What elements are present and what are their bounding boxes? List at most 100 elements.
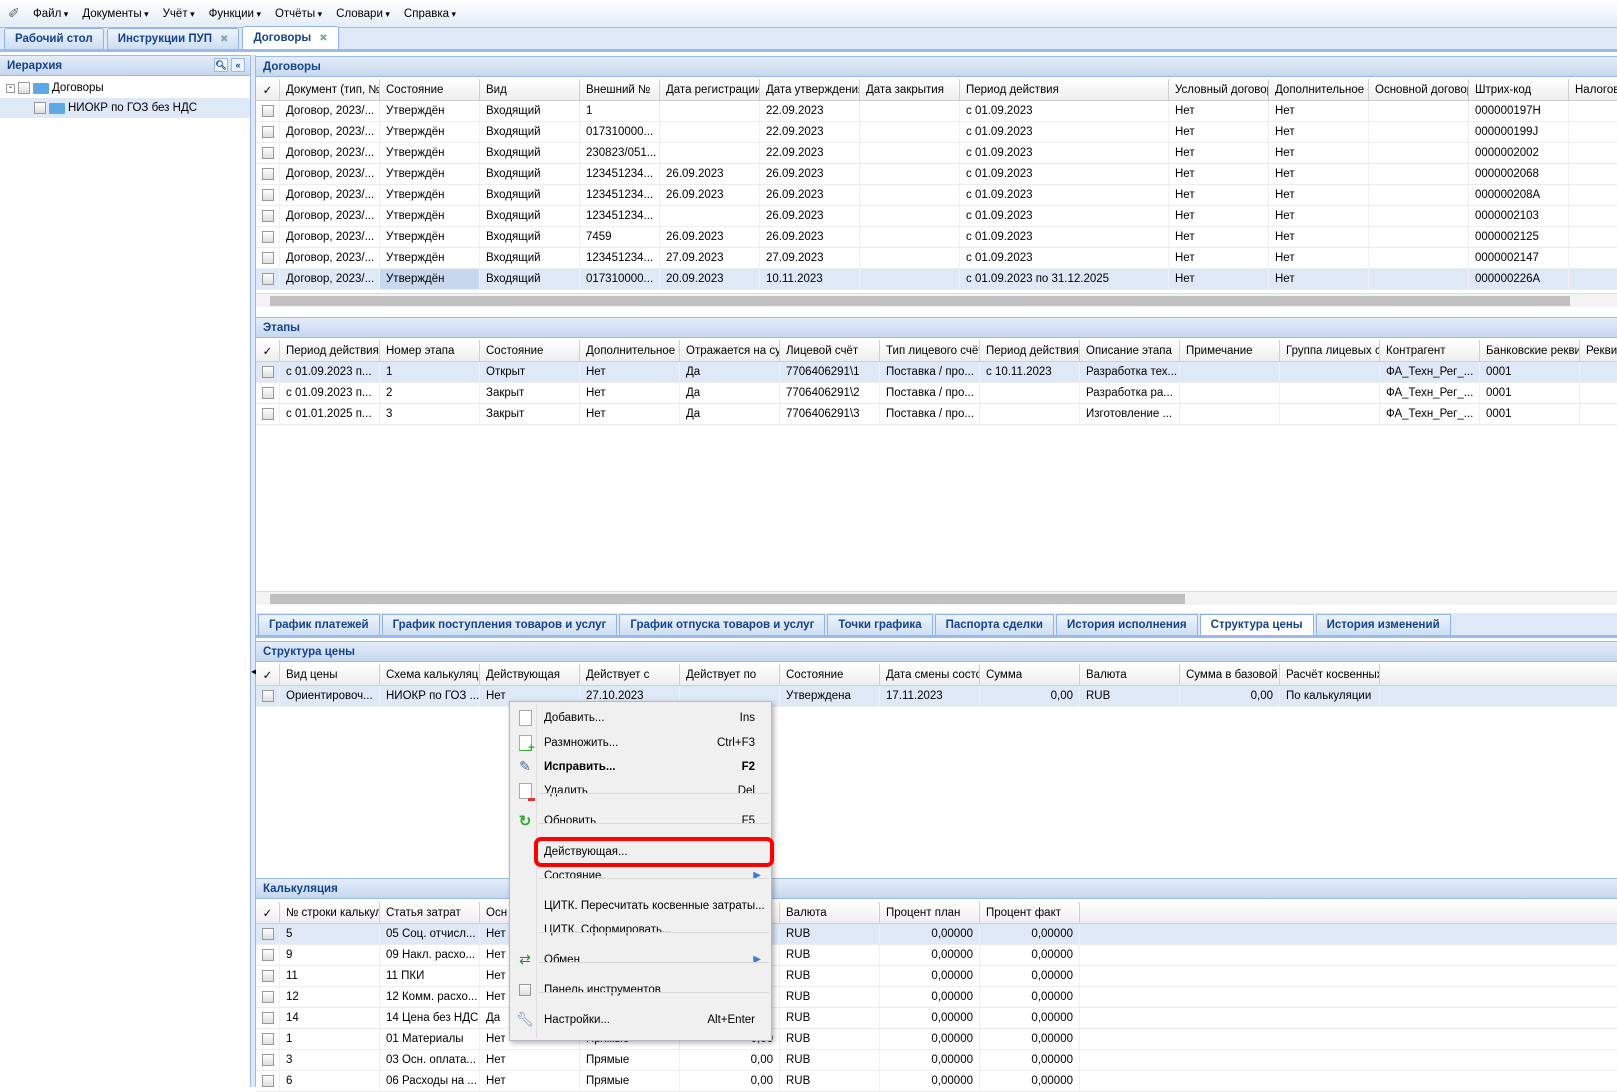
column-header[interactable]: Сумма в базовой в <box>1180 664 1280 685</box>
checkbox[interactable] <box>261 1075 274 1087</box>
close-icon[interactable]: ✖ <box>319 32 328 44</box>
table-row[interactable]: Договор, 2023/... Утверждён Входящий 123451… <box>256 185 1617 206</box>
row-checkbox-cell[interactable] <box>256 227 280 247</box>
column-header[interactable] <box>680 902 780 923</box>
checkbox[interactable] <box>261 1054 274 1066</box>
table-row[interactable]: 3 03 Осн. оплата... Нет Прямые 0,00 RUB 0,0000… <box>256 1050 1617 1071</box>
column-header[interactable]: Состояние <box>380 79 480 100</box>
column-header[interactable]: Документ (тип, № <box>280 79 380 100</box>
contracts-scrollbar[interactable] <box>256 293 1617 307</box>
detail-tab[interactable]: График отпуска товаров и услуг <box>619 614 826 635</box>
column-header[interactable]: Налогов <box>1569 79 1617 100</box>
column-header[interactable]: Дата регистрации. <box>660 79 760 100</box>
checkbox[interactable] <box>261 387 274 399</box>
menu-item[interactable]: ↻ Обновить F5 <box>512 808 769 833</box>
checkbox[interactable] <box>261 105 274 117</box>
stages-scrollbar[interactable] <box>256 591 1617 605</box>
row-checkbox-cell[interactable] <box>256 1050 280 1070</box>
column-header[interactable]: Действует с <box>580 664 680 685</box>
table-row[interactable]: 12 12 Комм. расхо... Нет RUB 0,00000 0,00000 <box>256 987 1617 1008</box>
checkbox[interactable] <box>261 928 274 940</box>
row-checkbox-cell[interactable] <box>256 1008 280 1028</box>
menu-item[interactable]: 🔧︎ Настройки... Alt+Enter <box>512 1007 769 1032</box>
row-checkbox-cell[interactable] <box>256 164 280 184</box>
column-header[interactable]: Состояние <box>480 340 580 361</box>
search-icon[interactable]: 🔍︎ <box>214 58 228 72</box>
column-header[interactable]: Дата утверждения <box>760 79 860 100</box>
column-header[interactable]: Описание этапа <box>1080 340 1180 361</box>
column-header[interactable]: Контрагент <box>1380 340 1480 361</box>
menu-reports[interactable]: Отчёты <box>268 8 329 20</box>
table-row[interactable]: Ориентировоч... НИОКР по ГОЗ ... Нет 27.10.… <box>256 686 1617 707</box>
column-header[interactable]: Отражается на сум <box>680 340 780 361</box>
checkbox[interactable] <box>261 210 274 222</box>
checkbox[interactable] <box>34 102 46 114</box>
tab-desktop[interactable]: Рабочий стол <box>4 28 104 49</box>
checkbox[interactable] <box>261 126 274 138</box>
table-row[interactable]: Договор, 2023/... Утверждён Входящий 1 22.09… <box>256 101 1617 122</box>
menu-item[interactable]: Панель инструментов <box>512 977 769 1002</box>
table-row[interactable]: 101 МатериалыНетПрямые0,00RUB0,000000,00… <box>256 1029 1617 1050</box>
tree-item-niokr[interactable]: НИОКР по ГОЗ без НДС <box>0 98 250 118</box>
column-header[interactable]: Дата смены состоя <box>880 664 980 685</box>
checkbox[interactable] <box>18 82 30 94</box>
select-all-checkbox[interactable]: ✓ <box>256 902 280 923</box>
row-checkbox-cell[interactable] <box>256 248 280 268</box>
row-checkbox-cell[interactable] <box>256 101 280 121</box>
row-checkbox-cell[interactable] <box>256 924 280 944</box>
menu-dictionaries[interactable]: Словари <box>329 8 397 20</box>
column-header[interactable]: Период действия... <box>280 340 380 361</box>
column-header[interactable]: Статья затрат <box>380 902 480 923</box>
checkbox[interactable] <box>261 147 274 159</box>
detail-tab[interactable]: График поступления товаров и услуг <box>381 614 618 635</box>
checkbox[interactable] <box>261 273 274 285</box>
table-row[interactable]: Договор, 2023/... Утверждён Входящий 123451… <box>256 248 1617 269</box>
row-checkbox-cell[interactable] <box>256 1029 280 1049</box>
checkbox[interactable] <box>261 408 274 420</box>
column-header[interactable]: Схема калькуляци <box>380 664 480 685</box>
checkbox[interactable] <box>261 991 274 1003</box>
tree-collapse-icon[interactable]: - <box>6 83 15 93</box>
column-header[interactable]: Группа лицевых сч <box>1280 340 1380 361</box>
row-checkbox-cell[interactable] <box>256 206 280 226</box>
table-row[interactable]: Договор, 2023/... Утверждён Входящий 7459 26… <box>256 227 1617 248</box>
row-checkbox-cell[interactable] <box>256 383 280 403</box>
column-header[interactable]: Дата закрытия <box>860 79 960 100</box>
row-checkbox-cell[interactable] <box>256 987 280 1007</box>
tree-item-contracts[interactable]: - Договоры <box>0 78 250 98</box>
checkbox[interactable] <box>261 231 274 243</box>
collapse-icon[interactable]: « <box>231 58 245 72</box>
table-row[interactable]: с 01.09.2023 п... 1 Открыт Нет Да 7706406291\… <box>256 362 1617 383</box>
column-header[interactable]: Банковские рекви: <box>1480 340 1580 361</box>
column-header[interactable]: Расчёт косвенных <box>1280 664 1380 685</box>
tab-instructions[interactable]: Инструкции ПУП ✖ <box>106 28 240 49</box>
checkbox[interactable] <box>261 1033 274 1045</box>
checkbox[interactable] <box>261 970 274 982</box>
table-row[interactable]: с 01.01.2025 п... 3 Закрыт Нет Да 7706406291\… <box>256 404 1617 425</box>
menu-file[interactable]: Файл <box>26 8 75 20</box>
row-checkbox-cell[interactable] <box>256 686 280 706</box>
column-header[interactable]: Примечание <box>1180 340 1280 361</box>
column-header[interactable]: Период действия <box>960 79 1169 100</box>
checkbox[interactable] <box>261 252 274 264</box>
column-header[interactable]: Процент план <box>880 902 980 923</box>
row-checkbox-cell[interactable] <box>256 945 280 965</box>
row-checkbox-cell[interactable] <box>256 362 280 382</box>
detail-tab[interactable]: Точки графика <box>827 614 933 635</box>
row-checkbox-cell[interactable] <box>256 404 280 424</box>
column-header[interactable]: Процент факт <box>980 902 1080 923</box>
checkbox[interactable] <box>261 1012 274 1024</box>
detail-tab[interactable]: Структура цены <box>1199 614 1314 635</box>
table-row[interactable]: 14 14 Цена без НДС Да RUB 0,00000 0,00000 <box>256 1008 1617 1029</box>
panel-splitter[interactable]: ◀ <box>251 55 257 1087</box>
column-header[interactable]: Тип лицевого счёт <box>880 340 980 361</box>
table-row[interactable]: Договор, 2023/... Утверждён Входящий 017310… <box>256 269 1617 290</box>
table-row[interactable]: 5 05 Соц. отчисл... Нет RUB 0,00000 0,00000 <box>256 924 1617 945</box>
row-checkbox-cell[interactable] <box>256 143 280 163</box>
column-header[interactable]: Штрих-код <box>1469 79 1569 100</box>
menu-help[interactable]: Справка <box>397 8 463 20</box>
close-icon[interactable]: ✖ <box>220 33 229 45</box>
detail-tab[interactable]: История изменений <box>1315 614 1451 635</box>
column-header[interactable]: Условный договор <box>1169 79 1269 100</box>
column-header[interactable]: Лицевой счёт <box>780 340 880 361</box>
